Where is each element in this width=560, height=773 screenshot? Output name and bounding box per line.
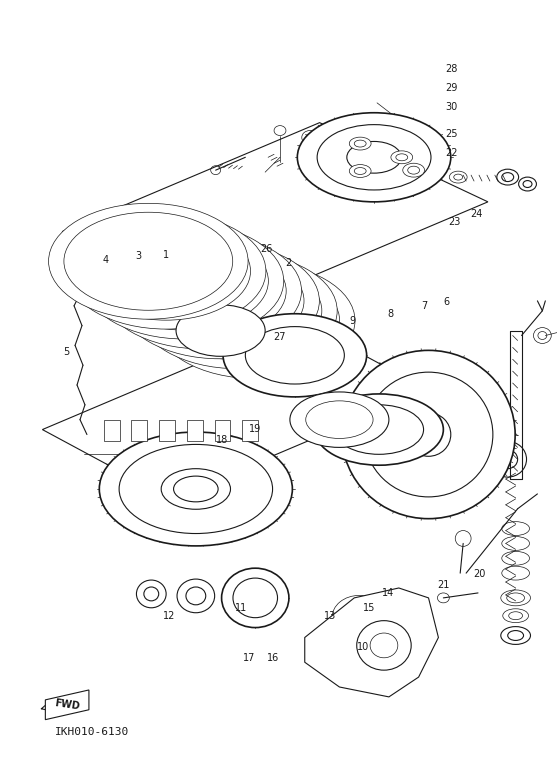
Text: 8: 8 — [388, 308, 394, 318]
Ellipse shape — [100, 232, 268, 330]
Ellipse shape — [153, 262, 322, 359]
Ellipse shape — [99, 432, 292, 546]
Text: 30: 30 — [446, 102, 458, 112]
Ellipse shape — [349, 165, 371, 178]
Ellipse shape — [408, 166, 419, 174]
Ellipse shape — [64, 213, 233, 310]
Ellipse shape — [317, 124, 431, 190]
Ellipse shape — [222, 568, 289, 628]
Text: 16: 16 — [267, 653, 279, 663]
Text: 5: 5 — [63, 347, 69, 357]
Ellipse shape — [82, 222, 250, 320]
Ellipse shape — [174, 476, 218, 502]
Ellipse shape — [391, 151, 413, 164]
Text: 9: 9 — [349, 316, 355, 326]
Polygon shape — [159, 420, 175, 441]
Ellipse shape — [233, 578, 278, 618]
Text: 1: 1 — [164, 250, 170, 260]
Ellipse shape — [84, 223, 284, 339]
Ellipse shape — [349, 137, 371, 150]
Polygon shape — [132, 420, 147, 441]
Ellipse shape — [334, 405, 423, 455]
Ellipse shape — [119, 444, 273, 533]
Text: 19: 19 — [249, 424, 261, 434]
Polygon shape — [187, 420, 203, 441]
Ellipse shape — [364, 372, 493, 497]
Text: 11: 11 — [235, 604, 248, 614]
Text: 27: 27 — [274, 332, 286, 342]
Ellipse shape — [49, 203, 248, 319]
Polygon shape — [62, 123, 488, 311]
Text: 24: 24 — [470, 209, 483, 220]
Ellipse shape — [396, 154, 408, 161]
Polygon shape — [242, 420, 258, 441]
Polygon shape — [104, 420, 120, 441]
Text: 6: 6 — [444, 298, 449, 308]
Text: 10: 10 — [357, 642, 369, 652]
Ellipse shape — [370, 633, 398, 658]
Ellipse shape — [406, 413, 451, 456]
Ellipse shape — [354, 140, 366, 147]
Ellipse shape — [176, 305, 265, 356]
Ellipse shape — [118, 242, 286, 340]
Polygon shape — [43, 321, 428, 499]
Ellipse shape — [102, 233, 301, 349]
Text: 17: 17 — [243, 653, 256, 663]
Ellipse shape — [315, 394, 444, 465]
Ellipse shape — [306, 401, 373, 438]
Text: 25: 25 — [446, 129, 458, 139]
Ellipse shape — [156, 263, 355, 379]
Ellipse shape — [347, 141, 402, 173]
Text: 23: 23 — [449, 217, 461, 227]
Polygon shape — [45, 690, 89, 720]
Text: 4: 4 — [102, 255, 109, 265]
Ellipse shape — [223, 314, 367, 397]
Ellipse shape — [245, 327, 344, 384]
Text: IKH010-6130: IKH010-6130 — [55, 727, 129, 737]
Ellipse shape — [171, 271, 340, 369]
Text: 12: 12 — [163, 611, 175, 621]
Ellipse shape — [297, 113, 451, 202]
Text: 18: 18 — [216, 435, 228, 445]
Text: 22: 22 — [446, 148, 458, 158]
Polygon shape — [214, 420, 231, 441]
Text: 15: 15 — [362, 604, 375, 614]
Ellipse shape — [67, 213, 266, 329]
Ellipse shape — [342, 350, 515, 519]
Ellipse shape — [290, 392, 389, 448]
Text: 7: 7 — [421, 301, 427, 312]
Text: 20: 20 — [473, 569, 486, 579]
Ellipse shape — [354, 168, 366, 175]
Polygon shape — [305, 588, 438, 697]
Text: 28: 28 — [446, 64, 458, 74]
Text: 3: 3 — [136, 251, 142, 261]
Text: 13: 13 — [324, 611, 336, 621]
Ellipse shape — [138, 253, 337, 369]
Ellipse shape — [161, 468, 231, 509]
Text: FWD: FWD — [54, 698, 81, 711]
Ellipse shape — [403, 163, 424, 177]
Text: 29: 29 — [446, 83, 458, 93]
Text: 2: 2 — [285, 257, 291, 267]
Ellipse shape — [135, 252, 304, 350]
Text: 14: 14 — [382, 588, 394, 598]
Ellipse shape — [357, 621, 411, 670]
Text: 26: 26 — [260, 243, 272, 254]
Text: 21: 21 — [437, 581, 450, 591]
Ellipse shape — [120, 243, 319, 359]
